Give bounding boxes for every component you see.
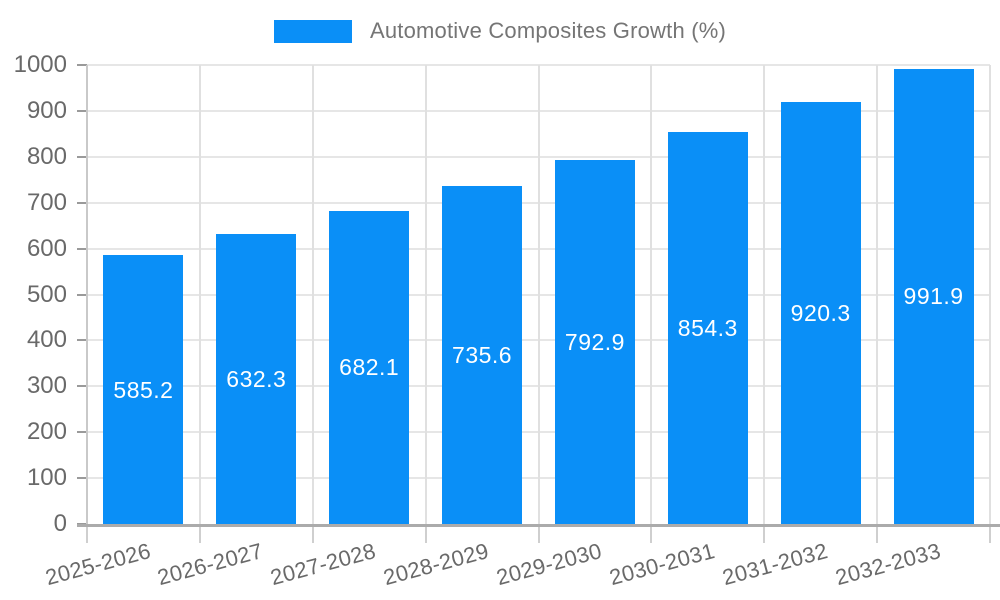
y-tick-label: 500 — [26, 280, 67, 308]
x-tick-label: 2026-2027 — [155, 538, 266, 591]
bar — [554, 160, 635, 524]
x-tick-label: 2032-2033 — [832, 538, 944, 591]
bar-value-label: 682.1 — [339, 354, 400, 381]
y-tick-label: 100 — [26, 464, 67, 492]
bar — [780, 101, 861, 524]
x-tick-label: 2031-2032 — [719, 538, 831, 591]
y-axis-tick — [77, 385, 87, 388]
y-axis-tick — [77, 339, 87, 342]
gridline-v — [311, 65, 314, 524]
bar — [216, 233, 297, 524]
bar-value-label: 991.9 — [903, 283, 964, 310]
y-tick-label: 700 — [26, 188, 67, 216]
y-tick-label: 0 — [53, 510, 67, 537]
gridline-v — [424, 65, 427, 524]
y-axis-line — [86, 65, 88, 524]
x-axis-tick — [86, 524, 88, 543]
x-axis-line — [77, 524, 1000, 527]
x-axis-tick — [989, 524, 991, 543]
x-tick-label: 2028-2029 — [380, 538, 492, 591]
y-tick-label: 800 — [26, 142, 67, 170]
y-axis-tick — [77, 431, 87, 434]
gridline-v — [537, 65, 540, 524]
x-tick-label: 2029-2030 — [493, 538, 605, 591]
bar — [329, 210, 410, 524]
y-axis-tick — [77, 477, 87, 480]
bar-value-label: 632.3 — [226, 365, 287, 392]
y-axis-tick — [77, 155, 87, 158]
gridline-v — [650, 65, 653, 524]
gridline-v — [876, 65, 879, 524]
y-tick-label: 600 — [26, 234, 67, 262]
x-axis-tick — [424, 524, 427, 543]
bar-value-label: 854.3 — [677, 314, 738, 341]
bar — [667, 131, 748, 524]
gridline-v — [763, 65, 766, 524]
y-tick-label: 200 — [26, 418, 67, 446]
bar — [442, 186, 523, 524]
bar-value-label: 585.2 — [113, 376, 174, 403]
y-tick-label: 300 — [26, 372, 67, 400]
bar — [103, 255, 184, 524]
y-axis-tick — [77, 109, 87, 112]
legend-label: Automotive Composites Growth (%) — [369, 18, 727, 43]
bar-value-label: 920.3 — [790, 299, 851, 326]
x-axis-tick — [876, 524, 879, 543]
y-axis-tick — [77, 247, 87, 250]
bar — [893, 68, 974, 524]
y-tick-label: 1000 — [13, 51, 67, 78]
gridline-v — [198, 65, 201, 524]
x-axis-tick — [198, 524, 201, 543]
x-tick-label: 2027-2028 — [267, 538, 379, 591]
chart-legend: Automotive Composites Growth (%) — [0, 18, 1000, 44]
x-axis-tick — [537, 524, 540, 543]
x-axis-tick — [311, 524, 314, 543]
x-axis-tick — [763, 524, 766, 543]
y-axis-tick — [77, 201, 87, 204]
bar-value-label: 792.9 — [564, 329, 625, 356]
y-axis-tick — [77, 293, 87, 296]
x-tick-label: 2025-2026 — [42, 538, 153, 591]
x-tick-label: 2030-2031 — [606, 538, 718, 591]
gridline-v — [989, 65, 991, 524]
y-tick-label: 900 — [26, 96, 67, 124]
bar-value-label: 735.6 — [452, 342, 513, 369]
legend-swatch — [273, 19, 352, 43]
y-axis-tick — [77, 64, 87, 66]
y-tick-label: 400 — [26, 326, 67, 354]
x-axis-tick — [650, 524, 653, 543]
